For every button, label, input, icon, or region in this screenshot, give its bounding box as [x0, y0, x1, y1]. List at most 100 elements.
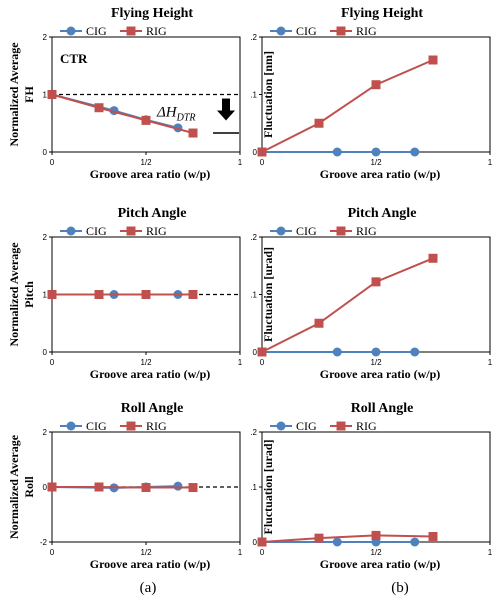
x-tick-label: 1/2 [370, 358, 382, 367]
y-tick-label: 1 [43, 291, 48, 300]
annotation-delta-h: ΔHDTR [156, 104, 196, 123]
series-cig [257, 347, 420, 357]
legend-label-rig: RIG [146, 224, 167, 238]
data-point-rig [428, 253, 438, 263]
legend: CIG RIG [60, 24, 167, 38]
legend: CIG RIG [270, 24, 377, 38]
y-axis-label: Roll [22, 476, 36, 498]
legend-label-cig: CIG [296, 419, 317, 433]
data-point-cig [173, 481, 183, 491]
data-point-cig [410, 147, 420, 157]
legend-label-rig: RIG [146, 419, 167, 433]
caption-a: (a) [139, 580, 157, 596]
data-point-rig [47, 482, 57, 492]
legend-label-cig: CIG [86, 24, 107, 38]
y-tick-label: 2 [43, 33, 48, 42]
chart-svg: Roll Angle CIG RIG 0 0.1 0.2 0 1/2 1 Groove area … [250, 401, 493, 571]
series-line-rig [261, 534, 434, 543]
x-tick-label: 1 [488, 358, 493, 367]
chart-svg: Flying Height CIG RIG 0 0.1 0.2 0 1/2 1 Groove ar… [250, 6, 493, 181]
y-axis-label: Fluctuation [urad] [261, 439, 275, 534]
data-point-rig [94, 103, 104, 113]
data-point-rig [371, 277, 381, 287]
y-axis-label: Normalized Average [7, 242, 21, 347]
legend-marker-rig [126, 226, 136, 236]
x-tick-label: 1/2 [370, 158, 382, 167]
chart-title: Roll Angle [121, 401, 184, 416]
data-point-cig [371, 147, 381, 157]
y-axis-label: Normalized Average [7, 42, 21, 147]
legend: CIG RIG [270, 419, 377, 433]
legend: CIG RIG [60, 419, 167, 433]
x-tick-label: 1 [238, 358, 243, 367]
x-axis-label: Groove area ratio (w/p) [90, 167, 211, 181]
chart-svg: Pitch Angle CIG RIG 0 1 2 0 1/2 1 Groove area rat… [7, 206, 243, 381]
data-point-rig [94, 290, 104, 299]
data-point-rig [371, 80, 381, 90]
y-axis-label: FH [22, 86, 36, 103]
x-tick-label: 1/2 [370, 548, 382, 557]
x-tick-label: 1/2 [140, 358, 152, 367]
arrow-down-icon [217, 98, 235, 121]
chart-title: Roll Angle [351, 401, 414, 416]
data-point-rig [314, 533, 324, 543]
y-axis-label: Fluctuation [urad] [261, 247, 275, 342]
data-point-rig [141, 483, 151, 493]
chart-pitch-angle-average: Pitch Angle CIG RIG 0 1 2 0 1/2 1 Groove area rat… [0, 200, 250, 390]
chart-pitch-angle-fluctuation: Pitch Angle CIG RIG 0 0.1 0.2 0 1/2 1 Groove area… [250, 200, 501, 390]
data-point-rig [141, 290, 151, 299]
series-rig [257, 55, 438, 157]
x-tick-label: 0 [260, 358, 265, 367]
data-point-rig [188, 128, 198, 138]
x-tick-label: 0 [260, 158, 265, 167]
series-line-rig [261, 59, 434, 153]
legend-label-rig: RIG [356, 419, 377, 433]
x-axis-label: Groove area ratio (w/p) [90, 367, 211, 381]
series-rig [257, 253, 438, 357]
plot-area [261, 431, 491, 543]
legend-marker-cig [66, 226, 76, 236]
x-axis-label: Groove area ratio (w/p) [320, 167, 441, 181]
data-point-cig [332, 347, 342, 357]
data-point-cig [332, 537, 342, 547]
x-tick-label: 1/2 [140, 158, 152, 167]
data-point-rig [314, 118, 324, 128]
legend-marker-rig [126, 421, 136, 431]
data-point-rig [428, 532, 438, 541]
x-tick-label: 0 [260, 548, 265, 557]
data-point-rig [47, 290, 57, 299]
y-axis-label: Pitch [22, 281, 36, 308]
y-tick-label: 2 [43, 233, 48, 242]
chart-roll-angle-average: Roll Angle CIG RIG -2 0 2 0 1/2 1 Groove area rat… [0, 395, 250, 580]
x-tick-label: 1/2 [140, 548, 152, 557]
data-point-rig [141, 115, 151, 125]
y-tick-label: 0.1 [250, 291, 258, 300]
legend-marker-rig [336, 26, 346, 36]
data-point-rig [47, 90, 57, 99]
legend-marker-rig [336, 226, 346, 236]
legend-marker-cig [276, 26, 286, 36]
x-tick-label: 0 [50, 548, 55, 557]
y-tick-label: -2 [40, 538, 48, 547]
data-point-rig [257, 347, 267, 357]
series-rig [47, 290, 198, 299]
legend-marker-rig [126, 26, 136, 36]
data-point-cig [410, 347, 420, 357]
data-point-cig [410, 537, 420, 547]
chart-svg: Flying Height CIG RIG 0 1 2 0 1/2 1 Groove area r… [7, 6, 243, 181]
x-tick-label: 1 [488, 548, 493, 557]
x-axis-label: Groove area ratio (w/p) [320, 557, 441, 571]
y-tick-label: 0.2 [250, 233, 258, 242]
data-point-rig [257, 537, 267, 547]
data-point-cig [371, 347, 381, 357]
data-point-rig [94, 482, 104, 492]
legend-marker-cig [276, 421, 286, 431]
chart-title: Pitch Angle [118, 206, 187, 221]
chart-title: Flying Height [111, 6, 193, 21]
chart-title: Flying Height [341, 6, 423, 21]
y-tick-label: 0 [253, 538, 258, 547]
data-point-rig [314, 318, 324, 328]
chart-svg: Pitch Angle CIG RIG 0 0.1 0.2 0 1/2 1 Groove area… [250, 206, 493, 381]
y-axis-label: Fluctuation [nm] [261, 51, 275, 138]
